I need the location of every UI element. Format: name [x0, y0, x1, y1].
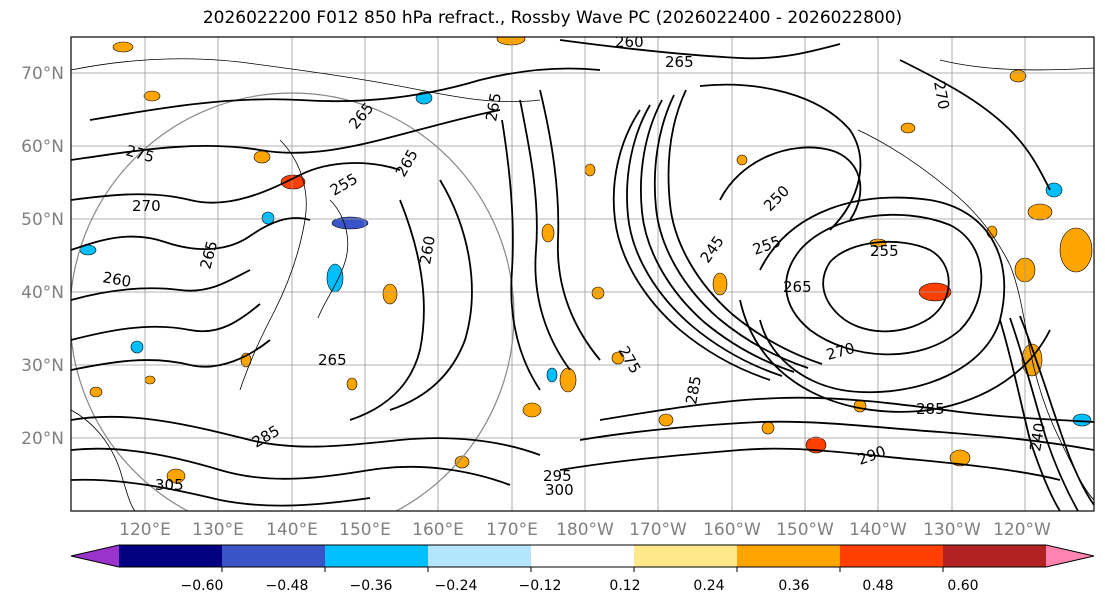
coastlines — [71, 58, 1094, 511]
lon-label: 180°W — [556, 520, 614, 540]
lon-label: 120°E — [119, 520, 171, 540]
lon-label: 130°E — [192, 520, 244, 540]
lon-label: 150°W — [776, 520, 834, 540]
lon-label: 150°E — [339, 520, 391, 540]
colorbar-tick-label: 0.48 — [862, 578, 893, 594]
contour-label: 240 — [1026, 421, 1049, 452]
colorbar: −0.60 −0.48 −0.36 −0.24 −0.12 0.12 0.24 … — [70, 544, 1095, 594]
colorbar-tick-label: −0.36 — [350, 578, 393, 594]
lat-label: 30°N — [21, 356, 64, 376]
contour-label: 260 — [416, 234, 439, 265]
lon-label: 140°E — [266, 520, 318, 540]
contour-label: 265 — [482, 91, 505, 122]
latitude-labels: 70°N 60°N 50°N 40°N 30°N 20°N — [21, 64, 64, 449]
colorbar-segments — [71, 545, 1094, 567]
lat-label: 70°N — [21, 64, 64, 84]
contour-label: 270 — [930, 80, 953, 111]
lon-label: 160°W — [703, 520, 761, 540]
lon-label: 170°E — [486, 520, 538, 540]
colorbar-labels: −0.60 −0.48 −0.36 −0.24 −0.12 0.12 0.24 … — [181, 578, 979, 594]
contour-label: 285 — [682, 374, 705, 405]
contour-label: 270 — [132, 197, 161, 215]
colorbar-tick-label: −0.48 — [266, 578, 309, 594]
colorbar-tick-label: −0.12 — [519, 578, 562, 594]
contour-label: 265 — [318, 351, 347, 369]
contour-label: 260 — [101, 268, 132, 291]
colorbar-segment — [943, 545, 1047, 567]
lat-label: 60°N — [21, 137, 64, 157]
longitude-labels: 120°E 130°E 140°E 150°E 160°E 170°E 180°… — [119, 520, 1051, 540]
lon-label: 120°W — [993, 520, 1051, 540]
map-frame — [70, 36, 1095, 512]
colorbar-ticks — [221, 567, 944, 572]
colorbar-tick-label: −0.24 — [435, 578, 478, 594]
colorbar-outline — [70, 544, 1095, 568]
colorbar-extend-high — [1046, 545, 1094, 567]
colorbar-tick-label: 0.12 — [609, 578, 640, 594]
contour-label: 300 — [545, 481, 574, 499]
lon-label: 160°E — [412, 520, 464, 540]
contour-label: 265 — [665, 53, 694, 71]
map-title: 2026022200 F012 850 hPa refract., Rossby… — [202, 8, 903, 28]
colorbar-segment — [634, 545, 738, 567]
contour-label: 295 — [543, 467, 572, 485]
lon-label: 140°W — [849, 520, 907, 540]
lat-label: 50°N — [21, 210, 64, 230]
reference-circle — [71, 92, 515, 511]
lat-label: 40°N — [21, 283, 64, 303]
anomaly-patches — [79, 37, 1093, 484]
colorbar-segment — [840, 545, 944, 567]
contour-lines — [71, 39, 1094, 511]
colorbar-segment — [119, 545, 223, 567]
colorbar-segment — [531, 545, 635, 567]
contour-label: 265 — [783, 278, 812, 296]
contour-label: 260 — [615, 33, 644, 51]
colorbar-tick-label: 0.36 — [778, 578, 809, 594]
colorbar-tick-label: 0.24 — [693, 578, 724, 594]
lon-label: 170°W — [629, 520, 687, 540]
contour-label: 285 — [916, 400, 945, 418]
lon-label: 130°W — [923, 520, 981, 540]
lat-label: 20°N — [21, 429, 64, 449]
colorbar-tick-label: −0.60 — [181, 578, 224, 594]
map-panel: 260 265 270 275 270 260 265 255 265 265 … — [71, 33, 1094, 511]
colorbar-extend-low — [71, 545, 119, 567]
colorbar-segment — [428, 545, 532, 567]
colorbar-segment — [325, 545, 429, 567]
contour-label: 255 — [870, 242, 899, 260]
colorbar-segment — [222, 545, 326, 567]
colorbar-tick-label: 0.60 — [947, 578, 978, 594]
contour-labels: 260 265 270 275 270 260 265 255 265 265 … — [101, 33, 1049, 499]
contour-label: 305 — [155, 476, 184, 494]
colorbar-segment — [737, 545, 841, 567]
